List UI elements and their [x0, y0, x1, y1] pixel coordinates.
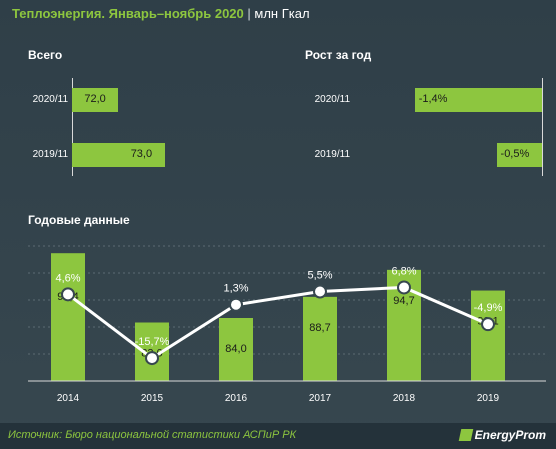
growth-marker-2016: [229, 297, 243, 312]
chart-header: Теплоэнергия. Январь–ноябрь 2020 | млн Г…: [12, 6, 310, 21]
growth-marker-2018: [397, 280, 411, 295]
annual-bar-2014: [51, 253, 85, 381]
brand-logo: EnergyProm: [458, 428, 546, 442]
year-label-2017: 2017: [309, 393, 332, 404]
year-label-2014: 2014: [57, 393, 80, 404]
annual-bar-label-2017: 88,7: [309, 322, 330, 334]
growth-bar-2019: [496, 143, 542, 167]
growth-line: [67, 285, 489, 360]
growth-category-2019: 2019/11: [314, 149, 350, 160]
total-bar-2020: [72, 88, 119, 112]
growth-labels: 4,6% -15,7% 1,3% 5,5% 6,8% -4,9%: [55, 265, 502, 348]
growth-bar-2020: [414, 88, 542, 112]
unit-label: млн Гкал: [254, 6, 310, 21]
growth-label-2016: 1,3%: [223, 283, 248, 295]
total-category-2019: 2019/11: [32, 149, 68, 160]
total-bar-label-2019: 73,0: [130, 148, 153, 160]
year-label-2015: 2015: [141, 393, 164, 404]
footer: Источник: Бюро национальной статистики А…: [0, 423, 556, 449]
total-axis-line: [72, 78, 73, 176]
annual-bar-2017: [303, 296, 337, 381]
annual-bar-label-2018: 94,7: [393, 295, 414, 307]
growth-marker-2019: [481, 317, 495, 332]
growth-label-2015: -15,7%: [135, 336, 170, 348]
annual-bar-2016: [219, 318, 253, 381]
growth-marker-2014: [61, 287, 75, 302]
annual-bar-label-2016: 84,0: [225, 343, 246, 355]
annual-panel-title: Годовые данные: [28, 213, 130, 227]
annual-bars: [51, 253, 505, 381]
logo-icon: [458, 429, 473, 441]
annual-chart: 98,483,084,088,794,790,1 4,6%-15,7%1,3%5…: [28, 245, 546, 404]
growth-label-2017: 5,5%: [307, 270, 332, 282]
growth-axis-line: [542, 78, 543, 176]
year-label-2018: 2018: [393, 393, 416, 404]
growth-label-2019: -4,9%: [474, 302, 503, 314]
total-category-2020: 2020/11: [32, 94, 68, 105]
annual-gridlines: [28, 245, 546, 382]
year-label-2016: 2016: [225, 393, 248, 404]
year-axis-labels: 2014 2015 2016 2017 2018 2019: [57, 393, 500, 404]
growth-marker-2015: [145, 351, 159, 366]
growth-category-2020: 2020/11: [314, 94, 350, 105]
annual-bar-2019: [471, 290, 505, 381]
growth-markers: [61, 280, 495, 366]
total-bar-label-2020: 72,0: [84, 93, 106, 105]
growth-bar-label-2019: -0,5%: [500, 148, 530, 160]
source-note: Источник: Бюро национальной статистики А…: [8, 429, 297, 441]
chart-title: Теплоэнергия. Январь–ноябрь 2020: [12, 6, 244, 21]
year-label-2019: 2019: [477, 393, 500, 404]
growth-marker-2017: [313, 284, 327, 299]
growth-panel-title: Рост за год: [305, 48, 372, 62]
total-bar-2019: [72, 143, 165, 167]
title-separator: |: [247, 6, 251, 21]
brand-logo-text: EnergyProm: [474, 428, 546, 442]
total-panel-title: Всего: [28, 48, 63, 62]
growth-bar-label-2020: -1,4%: [418, 93, 448, 105]
growth-label-2018: 6,8%: [391, 265, 416, 277]
growth-label-2014: 4,6%: [55, 272, 80, 284]
